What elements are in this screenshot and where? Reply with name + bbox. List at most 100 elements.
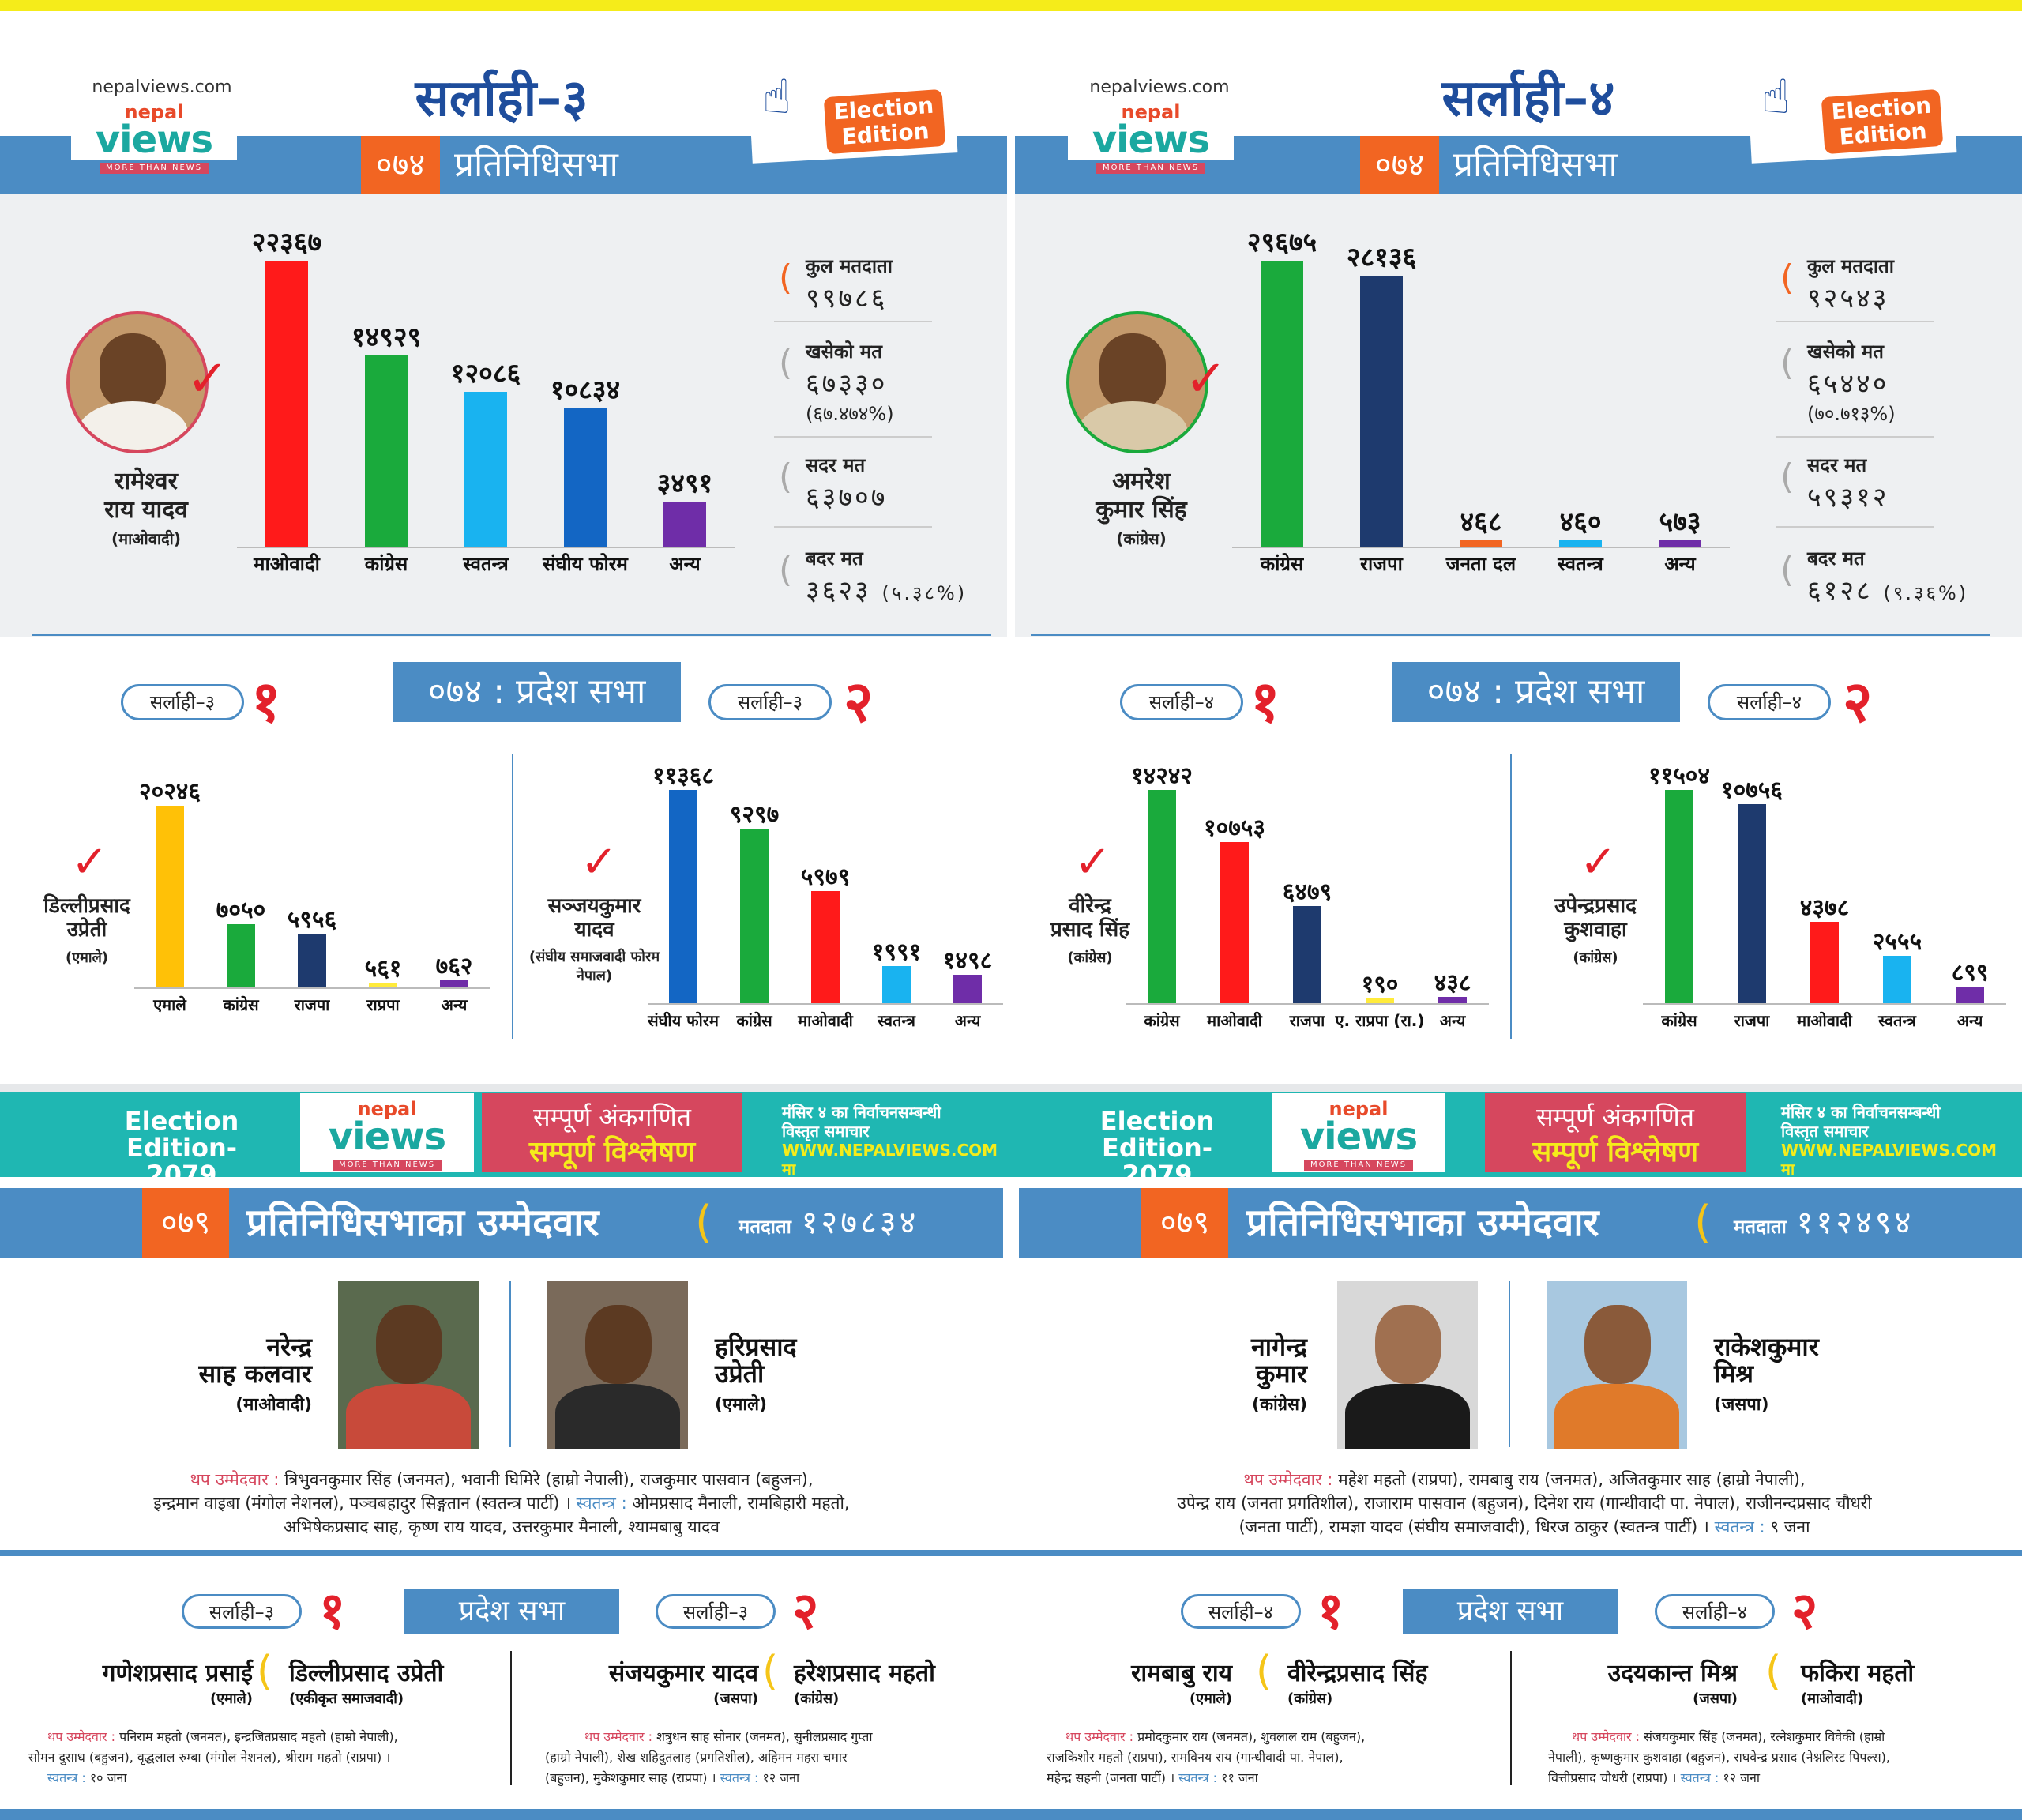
bar-value-label: ९२९७ [729,801,780,829]
banner-line1: सम्पूर्ण अंकगणित [532,1102,692,1132]
stat-valid: (सदर मत ५९३१२ [1780,454,1889,513]
banner-tagline[interactable]: मंसिर ४ का निर्वाचनसम्बन्धी विस्तृत समाचा… [1781,1103,1998,1179]
bar-value-label: ४६० [1559,506,1602,538]
category-label: माओवादी [1797,1011,1852,1030]
pradesh-chart: ११३६८ संघीय फोरम ९२९७ कांग्रेस ५९७९ माओवादी १९… [648,743,1003,1059]
winner-name: उपेन्द्रप्रसाद कुशवाहा [1554,894,1637,942]
pradesh-title: प्रदेश सभा [1403,1589,1618,1634]
banner-tagline[interactable]: मंसिर ४ का निर्वाचनसम्बन्धी विस्तृत समाचा… [782,1103,998,1179]
category-label: राजपा [1289,1011,1325,1030]
extra-candidates: थप उम्मेदवार : संजयकुमार सिंह (जनमत), रत… [1548,1729,1891,1785]
bar [1659,540,1701,547]
yellow-bracket-icon: ( [762,1648,779,1695]
category-label: राप्रपा [366,995,400,1014]
category-label: अन्य [669,553,701,575]
constituency-pill: सर्लाही–३ [656,1594,776,1629]
bar-value-label: ५९५६ [287,906,337,934]
year-badge: ०७४ [1360,136,1439,194]
bar [1293,906,1321,1003]
candidate-name: गणेशप्रसाद प्रसाई [102,1660,253,1687]
x-axis [1126,1003,1489,1005]
stat-invalid: (बदर मत ६१२८ (९.३६%) [1780,547,1969,607]
voting-hand-icon: ☝ [762,70,791,125]
bar-value-label: १४२४२ [1131,762,1193,790]
category-label: स्वतन्त्र [878,1011,915,1030]
bar-value-label: ७०५० [216,896,266,924]
category-label: कांग्रेस [1661,1011,1697,1030]
winner-party: (कांग्रेस) [1067,949,1113,966]
bar [298,934,326,987]
candidate-name: हरिप्रसाद उप्रेती [715,1332,797,1389]
candidates-title: प्रतिनिधिसभाका उम्मेदवार [246,1201,599,1245]
nepalviews-logo: nepal views MORE THAN NEWS [1068,103,1234,174]
bar-value-label: १०८३४ [550,374,621,406]
x-axis [1643,1003,2006,1005]
divider [1509,1281,1510,1447]
winner-party: (कांग्रेस) [1116,529,1167,548]
bar-value-label: २८१३६ [1346,241,1417,273]
bottom-stripe [0,1809,2022,1820]
candidate-name: रामबाबु राय [1131,1660,1232,1687]
bar [663,502,706,547]
banner-line2: सम्पूर्ण विश्लेषण [1532,1136,1699,1168]
check-icon: ✓ [581,837,618,888]
nepalviews-logo: nepal views MORE THAN NEWS [71,103,237,174]
candidate-party: (एमाले) [209,1690,253,1707]
bar-value-label: २९६७५ [1246,227,1317,258]
bar-value-label: १०७५६ [1721,776,1783,804]
site-url[interactable]: nepalviews.com [1089,77,1230,97]
category-label: स्वतन्त्र [1878,1011,1916,1030]
winner-name: वीरेन्द्र प्रसाद सिंह [1050,894,1130,942]
extra-candidates: थप उम्मेदवार : पनिराम महतो (जनमत), इन्द्… [28,1729,398,1785]
pradesh-chart: ११५०४ कांग्रेस १०७५६ राजपा ४३७८ माओवादी २५५५ स्… [1643,743,2006,1059]
stat-total: (कुल मतदाता ९२५४३ [1780,255,1894,314]
bar [669,790,697,1003]
bar-value-label: १२०८६ [450,358,521,390]
candidate-party: (कांग्रेस) [1287,1690,1333,1707]
bar [1220,842,1249,1003]
bar-value-label: २०२४६ [139,778,201,806]
house-title: प्रतिनिधिसभा [1453,145,1618,185]
candidate-party: (एमाले) [1189,1690,1232,1707]
category-label: संघीय फोरम [543,553,628,575]
constituency-number: २ [792,1582,819,1641]
winner-name: रामेश्वर राय यादव [104,468,188,524]
constituency-pill: सर्लाही–३ [708,684,832,720]
candidate-party: (कांग्रेस) [1252,1395,1307,1415]
winner-photo [1066,311,1208,453]
category-label: अन्य [441,995,468,1014]
bar [1883,956,1911,1003]
category-label: अन्य [954,1011,981,1030]
bar-value-label: ५६१ [364,954,402,983]
x-axis [237,547,735,548]
candidate-party: (एमाले) [715,1395,768,1415]
check-icon: ✓ [1074,837,1111,888]
constituency-pill: सर्लाही–४ [1655,1594,1775,1629]
stat-cast: (खसेको मत ६७३३० (६७.४७४%) [779,340,894,425]
candidate-name: वीरेन्द्रप्रसाद सिंह [1287,1660,1428,1687]
check-icon: ✓ [1580,837,1617,888]
bar [882,965,911,1003]
constituency-number: २ [1791,1582,1818,1641]
bar-value-label: ५७३ [1659,506,1701,538]
category-label: माओवादी [798,1011,853,1030]
main-chart-left: २२३६७ माओवादी १४९२९ कांग्रेस १२०८६ स्वतन्त्र १… [237,213,735,592]
bar-value-label: १४९८ [942,947,993,976]
year-badge: ०७४ [361,136,440,194]
candidate-name: फकिरा महतो [1801,1660,1915,1687]
category-label: कांग्रेस [1260,553,1304,575]
candidate-photo [338,1281,479,1449]
extra-candidates: थप उम्मेदवार : प्रमोदकुमार राय (जनमत), श… [1047,1729,1366,1785]
bar-value-label: २५५५ [1872,928,1922,957]
category-label: कांग्रेस [1144,1011,1180,1030]
banner-red-box [1485,1093,1746,1172]
bar-value-label: ६४७९ [1282,878,1332,907]
election-edition-badge: Election Edition [1821,88,1944,155]
winner-photo [66,311,209,453]
bar [1366,998,1394,1003]
bar [1460,540,1502,547]
winner-name: सञ्जयकुमार यादव [547,894,641,942]
stat-total: (कुल मतदाता ९९७८६ [779,255,893,314]
divider [512,754,513,1039]
site-url[interactable]: nepalviews.com [92,77,232,97]
